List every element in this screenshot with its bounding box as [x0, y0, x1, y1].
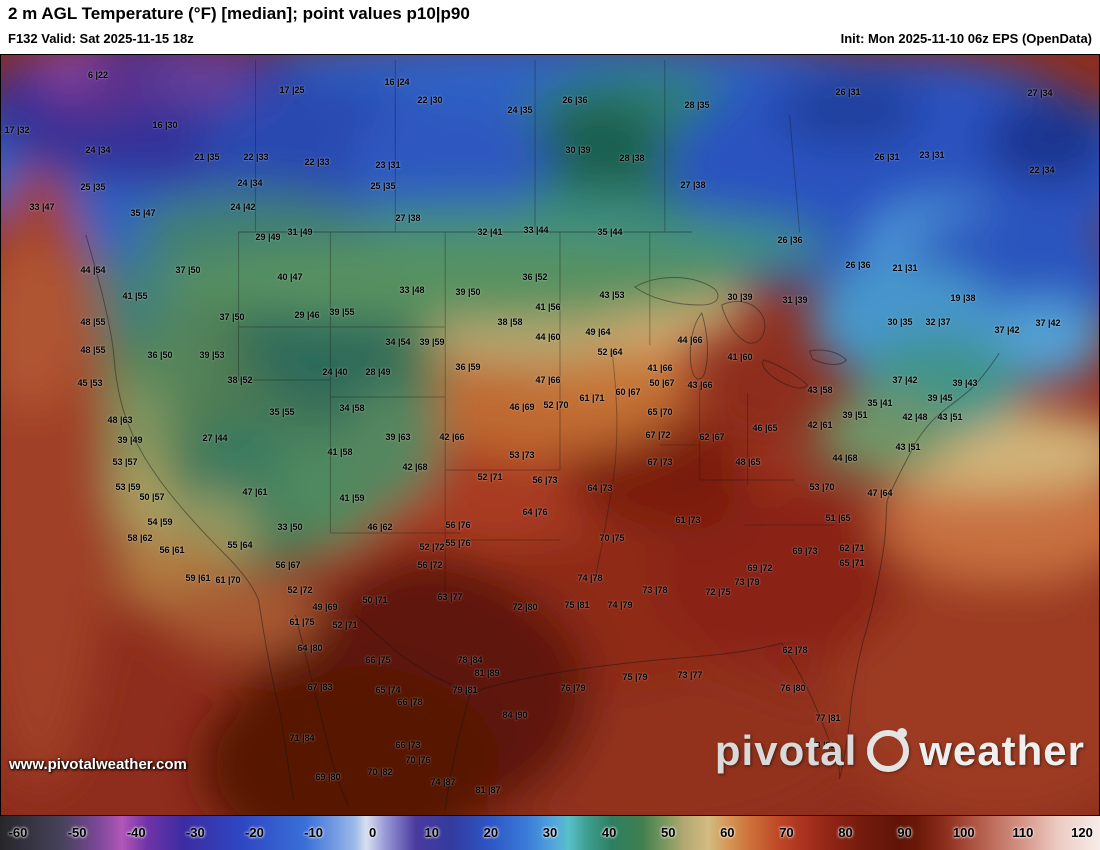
init-time-label: Init: Mon 2025-11-10 06z EPS (OpenData) — [840, 31, 1092, 46]
colorbar-tick: -30 — [185, 825, 205, 840]
colorbar-tick: 80 — [838, 825, 853, 840]
brand-weather-text: weather — [919, 727, 1085, 774]
colorbar-tick: 70 — [779, 825, 794, 840]
colorbar-tick: 100 — [952, 825, 975, 840]
temperature-colorbar: -60 -50 -40 -30 -20 -10 0 10 20 30 40 50 60 70 80 90 100… — [0, 815, 1100, 850]
website-watermark: www.pivotalweather.com — [9, 756, 187, 773]
colorbar-tick: 10 — [424, 825, 439, 840]
colorbar-tick: 90 — [897, 825, 912, 840]
map-borders — [85, 60, 1000, 811]
map-header: 2 m AGL Temperature (°F) [median]; point… — [0, 0, 1100, 55]
colorbar-tick: 30 — [542, 825, 558, 840]
colorbar-tick: 120 — [1071, 825, 1093, 840]
brand-watermark: pivotal weather — [715, 727, 1085, 775]
colorbar-gradient — [0, 816, 1100, 850]
temperature-field — [1, 55, 1099, 815]
colorbar-tick: -60 — [8, 825, 28, 840]
colorbar-ticks: -60 -50 -40 -30 -20 -10 0 10 20 30 40 50 60 70 80 90 100… — [0, 816, 1100, 850]
colorbar-tick: 40 — [601, 825, 617, 840]
map-title: 2 m AGL Temperature (°F) [median]; point… — [8, 4, 470, 23]
colorbar-tick: 0 — [369, 825, 377, 840]
colorbar-tick: 60 — [720, 825, 735, 840]
temperature-map: www.pivotalweather.com pivotal weather — [0, 55, 1100, 815]
colorbar-tick: -10 — [304, 825, 323, 840]
colorbar-tick: 50 — [660, 825, 676, 840]
valid-time-label: F132 Valid: Sat 2025-11-15 18z — [8, 31, 194, 46]
pivotal-logo-icon — [867, 728, 910, 772]
colorbar-tick: -20 — [245, 825, 264, 840]
brand-pivotal-text: pivotal — [714, 727, 858, 774]
colorbar-tick: 20 — [483, 825, 499, 840]
colorbar-tick: -40 — [126, 825, 146, 840]
colorbar-tick: -50 — [67, 825, 87, 840]
colorbar-tick: 110 — [1012, 825, 1034, 840]
